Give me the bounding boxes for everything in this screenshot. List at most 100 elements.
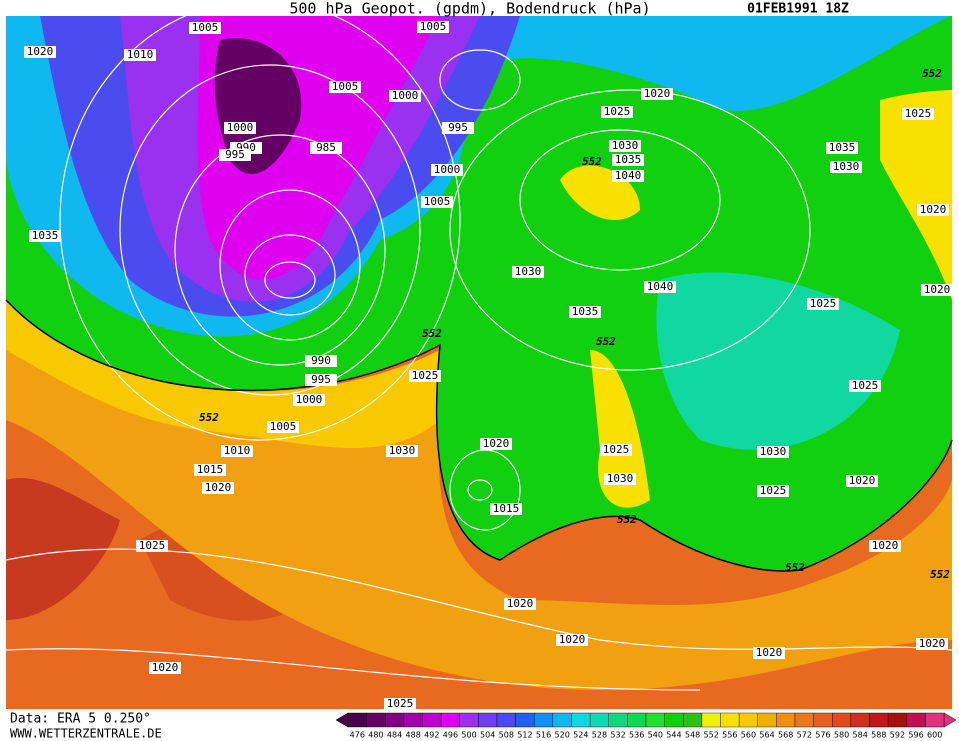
isobar-label: 1015 <box>197 463 224 476</box>
isobar-label-box <box>417 21 449 33</box>
colorbar-label: 600 <box>927 731 942 740</box>
isobar-label-box <box>189 22 221 34</box>
isobar <box>5 648 701 691</box>
isobar-label: 1000 <box>434 163 461 176</box>
colorbar-label: 548 <box>685 731 700 740</box>
colorbar-swatch <box>403 712 423 728</box>
isobar-label: 1025 <box>905 107 932 120</box>
isobar-label-box <box>757 485 789 497</box>
colorbar-label: 576 <box>815 731 830 740</box>
colorbar: 476 480 484 488 492 496 500 504 508 512 516 520 524 5… <box>335 712 957 740</box>
colorbar-label: 508 <box>499 731 514 740</box>
isobar-label: 1025 <box>387 697 414 710</box>
isobar-label-box <box>569 306 601 318</box>
isobar-label: 1030 <box>612 139 639 152</box>
geopotential-label: 552 <box>422 327 442 340</box>
isobar-label: 1015 <box>493 502 520 515</box>
isobar-label-box <box>305 374 337 386</box>
isobar-label: 995 <box>225 148 245 161</box>
colorbar-label: 480 <box>368 731 383 740</box>
geopotential-label: 552 <box>922 67 942 80</box>
colorbar-label: 488 <box>406 731 421 740</box>
isobar-label: 1020 <box>507 597 534 610</box>
isobar-label: 1005 <box>332 80 359 93</box>
isobar-label-box <box>442 122 474 134</box>
colorbar-label: 512 <box>517 731 532 740</box>
isobar-label-box <box>641 88 673 100</box>
isobar-label-box <box>194 464 226 476</box>
field-teal <box>656 272 900 450</box>
isobar-label-box <box>600 444 632 456</box>
contour-552 <box>5 299 953 572</box>
isobar-label-box <box>136 540 168 552</box>
colorbar-swatch <box>440 712 460 728</box>
colorbar-swatch <box>757 712 777 728</box>
isobar-label-box <box>421 196 453 208</box>
colorbar-swatch <box>738 712 758 728</box>
colorbar-swatch <box>906 712 926 728</box>
data-source: Data: ERA 5 0.250° <box>10 712 151 727</box>
isobar-label: 1025 <box>852 379 879 392</box>
isobar-label-box <box>609 140 641 152</box>
header-bar <box>0 0 959 16</box>
isobar-label-box <box>224 122 256 134</box>
isobar <box>174 134 386 366</box>
isobar-label-box <box>612 154 644 166</box>
isobar-label: 1035 <box>829 141 856 154</box>
colorbar-swatch <box>683 712 703 728</box>
isobar-label-box <box>389 90 421 102</box>
isobar-label: 1025 <box>760 484 787 497</box>
isobar-label-box <box>644 281 676 293</box>
colorbar-label: 492 <box>424 731 439 740</box>
colorbar-label: 588 <box>871 731 886 740</box>
colorbar-swatch <box>534 712 554 728</box>
colorbar-swatch <box>552 712 572 728</box>
colorbar-swatch <box>478 712 498 728</box>
isobar-label: 1030 <box>515 265 542 278</box>
isobar-label-box <box>490 503 522 515</box>
isobar <box>219 189 361 341</box>
colorbar-label: 516 <box>536 731 551 740</box>
colorbar-swatch <box>459 712 479 728</box>
colorbar-swatch <box>794 712 814 728</box>
isobar-label-box <box>310 142 342 154</box>
geopotential-label: 552 <box>199 411 219 424</box>
isobar-label-box <box>305 355 337 367</box>
isobar <box>244 234 336 316</box>
isobar-label-box <box>807 298 839 310</box>
isobar <box>519 129 721 271</box>
isobar-label-box <box>849 380 881 392</box>
isobar-label-box <box>221 445 253 457</box>
isobar <box>5 548 953 651</box>
isobar-label-box <box>826 142 858 154</box>
isobar-label: 1000 <box>227 121 254 134</box>
isobar-label: 1025 <box>412 369 439 382</box>
isobar-label: 1040 <box>615 169 642 182</box>
isobar-label: 1025 <box>603 443 630 456</box>
colorbar-swatch <box>422 712 442 728</box>
colorbar-label: 524 <box>573 731 588 740</box>
isobar-label-box <box>219 149 251 161</box>
colorbar-label: 560 <box>741 731 756 740</box>
colorbar-swatch <box>720 712 740 728</box>
isobar-label-box <box>753 647 785 659</box>
colorbar-swatch <box>347 712 367 728</box>
isobar-label-box <box>512 266 544 278</box>
colorbar-swatch <box>645 712 665 728</box>
map-field <box>6 16 952 709</box>
colorbar-label: 528 <box>592 731 607 740</box>
geopotential-label: 552 <box>582 155 602 168</box>
isobar <box>59 0 461 441</box>
isobar-label-box <box>612 170 644 182</box>
isobar-label: 1020 <box>756 646 783 659</box>
colorbar-swatch <box>366 712 386 728</box>
isobar-label: 1025 <box>139 539 166 552</box>
isobar-label: 1035 <box>32 229 59 242</box>
isobars <box>5 0 953 691</box>
colorbar-label: 572 <box>797 731 812 740</box>
map-title: 500 hPa Geopot. (gpdm), Bodendruck (hPa) <box>289 0 650 18</box>
colorbar-label: 584 <box>853 731 868 740</box>
colorbar-swatch <box>887 712 907 728</box>
colorbar-label: 500 <box>461 731 476 740</box>
colorbar-label: 592 <box>890 731 905 740</box>
